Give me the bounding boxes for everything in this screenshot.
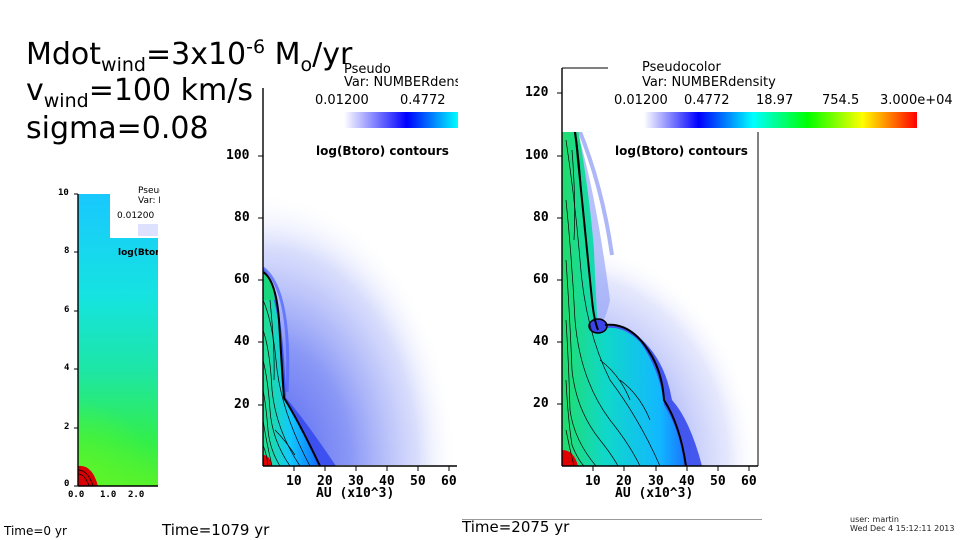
mdot-unit-sub: o bbox=[300, 54, 313, 76]
middle-x-axis-label: AU (x10^3) bbox=[316, 486, 395, 501]
right-legend-value: 3.000e+04 bbox=[880, 93, 953, 108]
small-x-tick: 0.0 bbox=[68, 490, 85, 500]
right-x-axis-label: AU (x10^3) bbox=[615, 486, 694, 501]
time-label-1079: Time=1079 yr bbox=[162, 521, 270, 539]
middle-x-tick: 10 bbox=[286, 474, 302, 489]
small-x-tick: 2.0 bbox=[128, 490, 145, 500]
middle-legend-value: 0.01200 bbox=[315, 93, 369, 108]
right-y-tick: 120 bbox=[525, 85, 549, 100]
small-y-tick: 4 bbox=[64, 363, 70, 373]
middle-panel-plot bbox=[258, 60, 458, 471]
middle-x-tick: 50 bbox=[410, 474, 426, 489]
right-y-tick: 20 bbox=[533, 396, 549, 411]
mdot-unit-rest: /yr bbox=[312, 37, 353, 72]
right-y-tick: 40 bbox=[533, 334, 549, 349]
middle-x-tick: 20 bbox=[317, 474, 333, 489]
right-x-tick: 50 bbox=[710, 474, 726, 489]
right-legend-title: Pseudocolor bbox=[642, 60, 721, 75]
right-legend-value: 0.01200 bbox=[614, 93, 668, 108]
small-y-tick: 0 bbox=[64, 479, 70, 489]
right-y-tick: 60 bbox=[533, 272, 549, 287]
middle-x-tick: 40 bbox=[379, 474, 395, 489]
mdot-unit-m: M bbox=[265, 37, 301, 72]
right-x-tick: 20 bbox=[616, 474, 632, 489]
middle-legend-title: Pseudocolor bbox=[344, 62, 390, 77]
middle-y-tick: 100 bbox=[226, 148, 250, 163]
time-label-0: Time=0 yr bbox=[4, 524, 67, 538]
mdot-sub: wind bbox=[101, 54, 146, 76]
right-x-tick: 30 bbox=[648, 474, 664, 489]
v-sub: wind bbox=[43, 90, 89, 112]
mdot-value: =3x10 bbox=[145, 37, 247, 72]
render-date: Wed Dec 4 15:12:11 2013 bbox=[850, 524, 955, 533]
right-x-tick: 10 bbox=[585, 474, 601, 489]
small-legend-title: Pseudocolor bbox=[138, 186, 160, 196]
user-info: user: martin Wed Dec 4 15:12:11 2013 bbox=[850, 515, 954, 533]
sigma-line: sigma=0.08 bbox=[26, 111, 209, 146]
right-legend-value: 754.5 bbox=[822, 93, 860, 108]
small-legend-min: 0.01200 bbox=[117, 211, 155, 221]
small-y-tick: 10 bbox=[58, 188, 69, 198]
time-underline bbox=[462, 519, 762, 520]
right-legend-value: 0.4772 bbox=[684, 93, 730, 108]
middle-x-tick: 30 bbox=[348, 474, 364, 489]
v-prefix: v bbox=[26, 73, 44, 108]
middle-y-tick: 20 bbox=[234, 397, 250, 412]
time-label-2075: Time=2075 yr bbox=[462, 518, 570, 536]
middle-legend-var: Var: NUMBERdensity bbox=[344, 75, 458, 90]
right-y-tick: 80 bbox=[533, 210, 549, 225]
small-y-tick: 6 bbox=[64, 305, 70, 315]
mdot-exp: -6 bbox=[246, 36, 266, 58]
right-x-tick: 60 bbox=[741, 474, 757, 489]
right-legend-var: Var: NUMBERdensity bbox=[642, 75, 776, 90]
middle-contour-label: log(Btoro) contours bbox=[316, 144, 449, 158]
right-y-tick: 100 bbox=[525, 148, 549, 163]
middle-y-tick: 40 bbox=[234, 334, 250, 349]
small-y-tick: 8 bbox=[64, 246, 70, 256]
mdot-prefix: Mdot bbox=[26, 37, 102, 72]
small-legend-var: Var: NUMBERdensity bbox=[138, 196, 160, 206]
middle-y-tick: 60 bbox=[234, 272, 250, 287]
user-name: user: martin bbox=[850, 515, 899, 524]
v-wind-line: vwind=100 km/s bbox=[26, 73, 253, 111]
right-contour-label: log(Btoro) contours bbox=[615, 144, 748, 158]
middle-x-tick: 60 bbox=[441, 474, 457, 489]
right-x-tick: 40 bbox=[679, 474, 695, 489]
middle-y-tick: 80 bbox=[234, 210, 250, 225]
mdot-wind-line: Mdotwind=3x10-6 Mo/yr bbox=[26, 37, 353, 75]
right-legend-value: 18.97 bbox=[756, 93, 794, 108]
small-x-tick: 1.0 bbox=[100, 490, 117, 500]
middle-legend-value: 0.4772 bbox=[400, 93, 446, 108]
small-contour-label: log(Btoro) contours bbox=[118, 248, 158, 258]
small-panel-plot bbox=[74, 184, 160, 487]
small-y-tick: 2 bbox=[64, 422, 70, 432]
v-value: =100 km/s bbox=[88, 73, 253, 108]
